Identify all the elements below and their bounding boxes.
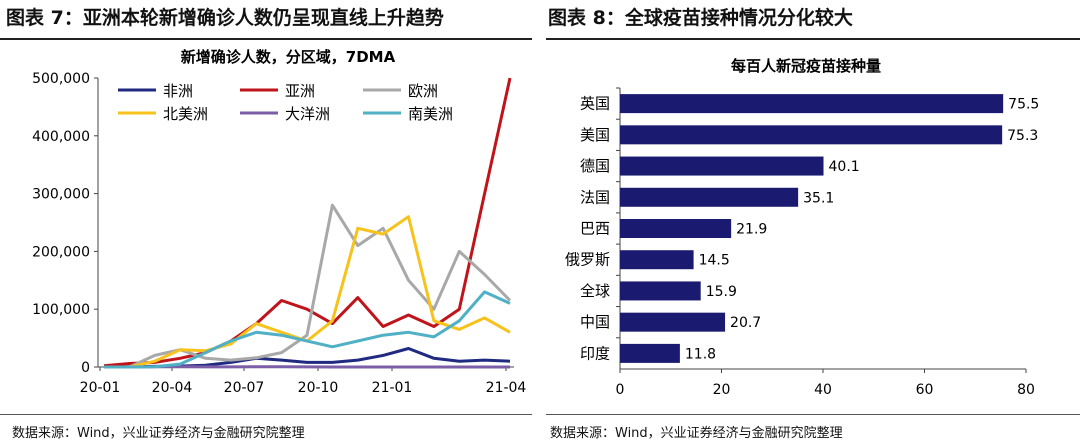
series-line — [103, 77, 512, 368]
bar-x-axis-tick-labels: 0 20 40 60 80 — [616, 369, 1035, 398]
bar-x-tick-label: 80 — [1017, 382, 1035, 398]
x-tick-label: 20-10 — [298, 380, 339, 396]
bar-category-label: 法国 — [580, 188, 610, 206]
right-chart-title: 每百人新冠疫苗接种量 — [731, 57, 881, 75]
bar-value-label: 15.9 — [706, 284, 737, 300]
y-tick-label: 400,000 — [32, 129, 90, 145]
bar — [620, 94, 1004, 114]
bar — [620, 219, 732, 238]
bar-value-label: 35.1 — [803, 190, 834, 206]
bar-x-tick-label: 0 — [616, 382, 625, 398]
bar — [620, 250, 694, 270]
legend-label: 大洋洲 — [285, 105, 330, 123]
y-tick-label: 200,000 — [32, 244, 90, 260]
bar-value-label: 75.5 — [1008, 97, 1039, 113]
x-tick-label: 21-01 — [372, 380, 413, 396]
legend-label: 非洲 — [163, 82, 193, 100]
bar-category-label: 英国 — [580, 95, 610, 113]
bar-x-tick-label: 40 — [814, 382, 832, 398]
bar-value-label: 40.1 — [829, 159, 860, 175]
bar-category-label: 中国 — [580, 313, 610, 331]
bar-value-label: 20.7 — [730, 315, 761, 331]
left-chart-background — [4, 40, 534, 412]
bar — [620, 312, 726, 332]
bar-value-label: 21.9 — [736, 222, 767, 238]
bar — [620, 281, 701, 301]
x-tick-label: 20-07 — [224, 380, 265, 396]
y-axis-tick-labels: 0 100,000 200,000 300,000 400,000 500,000 — [32, 71, 98, 376]
x-axis-tick-labels: 20-01 20-04 20-07 20-10 21-01 21-04 — [80, 367, 527, 396]
x-tick-label: 20-04 — [152, 380, 193, 396]
bar-category-label: 德国 — [580, 157, 610, 175]
series-line — [104, 290, 511, 369]
bar-value-label: 75.3 — [1007, 128, 1038, 144]
bar — [620, 156, 824, 176]
right-chart-header: 图表 8：全球疫苗接种情况分化较大 — [548, 7, 853, 29]
legend-label: 南美洲 — [408, 105, 453, 123]
y-tick-label: 500,000 — [32, 71, 90, 87]
bar-value-label: 14.5 — [699, 253, 730, 269]
x-tick-label: 21-04 — [486, 380, 527, 396]
bar-category-label: 美国 — [580, 126, 610, 144]
y-tick-label: 300,000 — [32, 187, 90, 203]
legend-label: 欧洲 — [408, 82, 438, 100]
y-tick-label: 0 — [81, 360, 90, 376]
y-tick-label: 100,000 — [32, 302, 90, 318]
bar-category-label: 俄罗斯 — [565, 251, 610, 269]
bar — [620, 187, 799, 207]
bar-value-label: 11.8 — [685, 346, 716, 362]
left-header-rule — [0, 38, 532, 40]
left-chart-title: 新增确诊人数，分区域，7DMA — [181, 48, 396, 66]
value-labels: 75.5 75.3 40.1 35.1 21.9 14.5 15.9 20.7 11.8 — [685, 97, 1039, 363]
x-tick-label: 20-01 — [80, 380, 121, 396]
bar-category-label: 印度 — [580, 344, 610, 362]
series-line — [104, 203, 512, 369]
right-source-rule — [546, 414, 1080, 415]
right-header-rule — [546, 38, 1080, 40]
left-source-note: 数据来源：Wind，兴业证券经济与金融研究院整理 — [12, 426, 305, 441]
legend-label: 北美洲 — [163, 105, 208, 123]
series-lines — [103, 77, 512, 369]
left-source-rule — [0, 414, 532, 415]
bar-x-tick-label: 60 — [916, 382, 934, 398]
legend-label: 亚洲 — [285, 82, 315, 100]
bar-category-label: 全球 — [580, 282, 610, 300]
bars — [620, 94, 1004, 363]
bar-x-tick-label: 20 — [713, 382, 731, 398]
left-chart-header: 图表 7：亚洲本轮新增确诊人数仍呈现直线上升趋势 — [6, 7, 444, 29]
regional-cases-line-chart: 新增确诊人数，分区域，7DMA 0 100,000 200,000 300,000 40… — [4, 40, 534, 412]
bar — [620, 125, 1003, 145]
right-source-note: 数据来源：Wind，兴业证券经济与金融研究院整理 — [550, 426, 843, 441]
bar — [620, 343, 680, 363]
bar-category-label: 巴西 — [580, 220, 610, 238]
